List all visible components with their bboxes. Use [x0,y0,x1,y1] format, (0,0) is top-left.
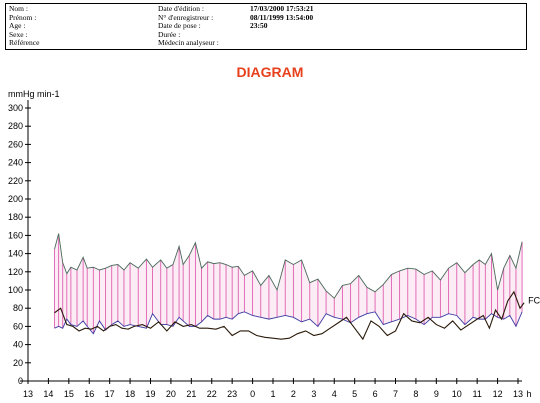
diastolic-line [54,311,523,335]
x-axis-label: h [526,389,531,399]
y-tick-label: 240 [8,158,23,168]
label-sexe: Sexe : [9,29,28,39]
x-tick-label: 6 [373,389,378,399]
label-medecin: Médecin analyseur : [158,38,219,48]
label-date-edition: Date d'édition : [158,4,204,13]
header-values: 17/03/2000 17:53:21 08/11/1999 13:54:00 … [250,4,314,31]
y-tick-label: 80 [13,303,23,313]
x-tick-label: 10 [452,389,462,399]
x-tick-label: 22 [207,389,217,399]
pressure-range-area [54,233,523,334]
x-tick-label: 13 [513,389,523,399]
x-tick-label: 3 [311,389,316,399]
x-tick-label: 4 [332,389,337,399]
label-reference: Référence [9,38,40,48]
value-date-edition: 17/03/2000 17:53:21 [250,4,314,13]
patient-info-header: Nom : Prénom : Age : Sexe : Référence Da… [5,3,527,50]
x-tick-label: 23 [227,389,237,399]
value-duree: 23:50 [250,21,268,31]
label-nom: Nom : [9,4,28,13]
y-tick-label: 200 [8,194,23,204]
y-tick-label: 40 [13,340,23,350]
y-tick-label: 140 [8,249,23,259]
y-tick-label: 280 [8,121,23,131]
y-axis-label: mmHg min-1 [8,89,60,99]
x-tick-label: 15 [64,389,74,399]
x-tick-label: 20 [166,389,176,399]
x-tick-label: 1 [270,389,275,399]
x-tick-label: 5 [352,389,357,399]
x-tick-label: 17 [105,389,115,399]
x-tick-label: 21 [186,389,196,399]
label-enregistreur: N° d'enregistreur : [158,12,214,22]
systolic-line [54,233,523,299]
x-tick-label: 7 [393,389,398,399]
y-tick-label: 100 [8,285,23,295]
y-tick-label: 120 [8,267,23,277]
x-tick-label: 0 [250,389,255,399]
label-age: Age : [9,21,26,31]
y-tick-label: 300 [8,103,23,113]
x-tick-label: 12 [493,389,503,399]
x-tick-label: 13 [23,389,33,399]
x-tick-label: 16 [84,389,94,399]
fc-label: FC [528,296,540,306]
y-tick-label: 260 [8,139,23,149]
y-tick-label: 20 [13,358,23,368]
value-date-pose: 08/11/1999 13:54:00 [250,12,314,22]
x-tick-label: 9 [434,389,439,399]
x-tick-label: 18 [125,389,135,399]
x-tick-label: 19 [145,389,155,399]
chart-title: DIAGRAM [236,64,304,80]
x-tick-label: 11 [472,389,481,399]
label-date-pose: Date de pose : [158,21,201,31]
y-tick-label: 180 [8,212,23,222]
y-tick-label: 60 [13,321,23,331]
heart-rate-line [54,290,525,341]
x-tick-label: 2 [291,389,296,399]
x-tick-label: 14 [43,389,53,399]
y-tick-label: 220 [8,176,23,186]
x-tick-label: 8 [413,389,418,399]
header-labels-left: Nom : Prénom : Age : Sexe : Référence [9,4,40,48]
label-duree: Durée : [158,29,181,39]
header-labels-mid: Date d'édition : N° d'enregistreur : Dat… [158,4,219,48]
y-tick-label: 160 [8,230,23,240]
label-prenom: Prénom : [9,12,37,22]
